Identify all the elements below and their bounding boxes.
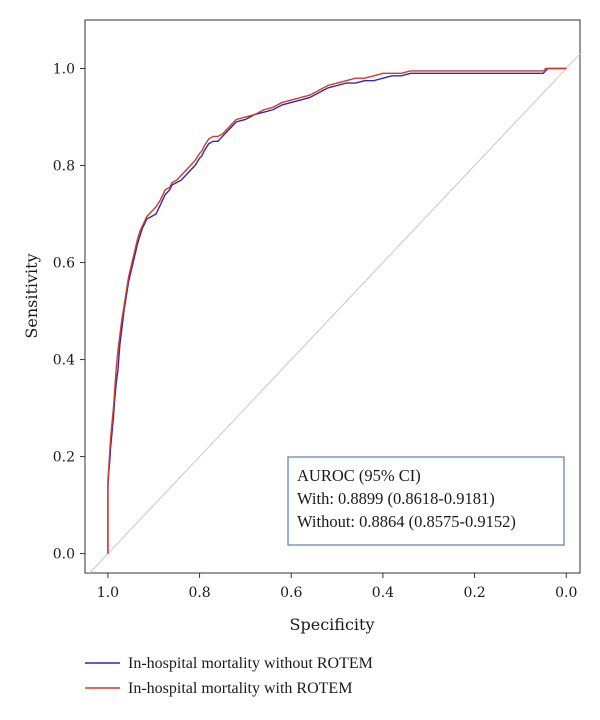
legend-item-with-rotem: In-hospital mortality with ROTEM	[85, 680, 352, 697]
legend: In-hospital mortality without ROTEM In-h…	[85, 655, 373, 697]
y-tick-label: 0.4	[53, 353, 75, 369]
x-tick-label: 1.0	[97, 585, 119, 601]
y-tick-label: 0.2	[53, 450, 75, 466]
y-axis: 0.0 0.2 0.4 0.6 0.8 1.0	[53, 62, 85, 563]
x-tick-label: 0.2	[463, 585, 485, 601]
x-tick-label: 0.8	[188, 585, 210, 601]
annotation-without: Without: 0.8864 (0.8575-0.9152)	[297, 512, 516, 531]
y-tick-label: 0.8	[53, 159, 75, 175]
reference-diagonal-line	[88, 53, 580, 573]
annotation-box	[287, 456, 565, 546]
y-tick-label: 0.0	[53, 547, 75, 563]
x-tick-label: 0.6	[280, 585, 302, 601]
roc-curve-with-rotem	[107, 67, 567, 554]
x-tick-label: 0.0	[555, 585, 577, 601]
roc-curve-without-rotem	[107, 67, 567, 554]
auroc-annotation: AUROC (95% CI) With: 0.8899 (0.8618-0.91…	[287, 456, 565, 546]
x-axis: 1.0 0.8 0.6 0.4 0.2 0.0	[97, 573, 577, 601]
annotation-with: With: 0.8899 (0.8618-0.9181)	[297, 489, 495, 508]
y-tick-label: 1.0	[53, 62, 75, 78]
legend-label-with-rotem: In-hospital mortality with ROTEM	[128, 680, 352, 697]
legend-item-without-rotem: In-hospital mortality without ROTEM	[85, 655, 373, 672]
series-layer	[107, 67, 567, 554]
x-axis-title: Specificity	[290, 615, 375, 634]
annotation-title: AUROC (95% CI)	[297, 466, 421, 485]
legend-label-without-rotem: In-hospital mortality without ROTEM	[128, 655, 373, 672]
y-axis-title: Sensitivity	[22, 253, 41, 338]
y-tick-label: 0.6	[53, 256, 75, 272]
x-tick-label: 0.4	[372, 585, 394, 601]
